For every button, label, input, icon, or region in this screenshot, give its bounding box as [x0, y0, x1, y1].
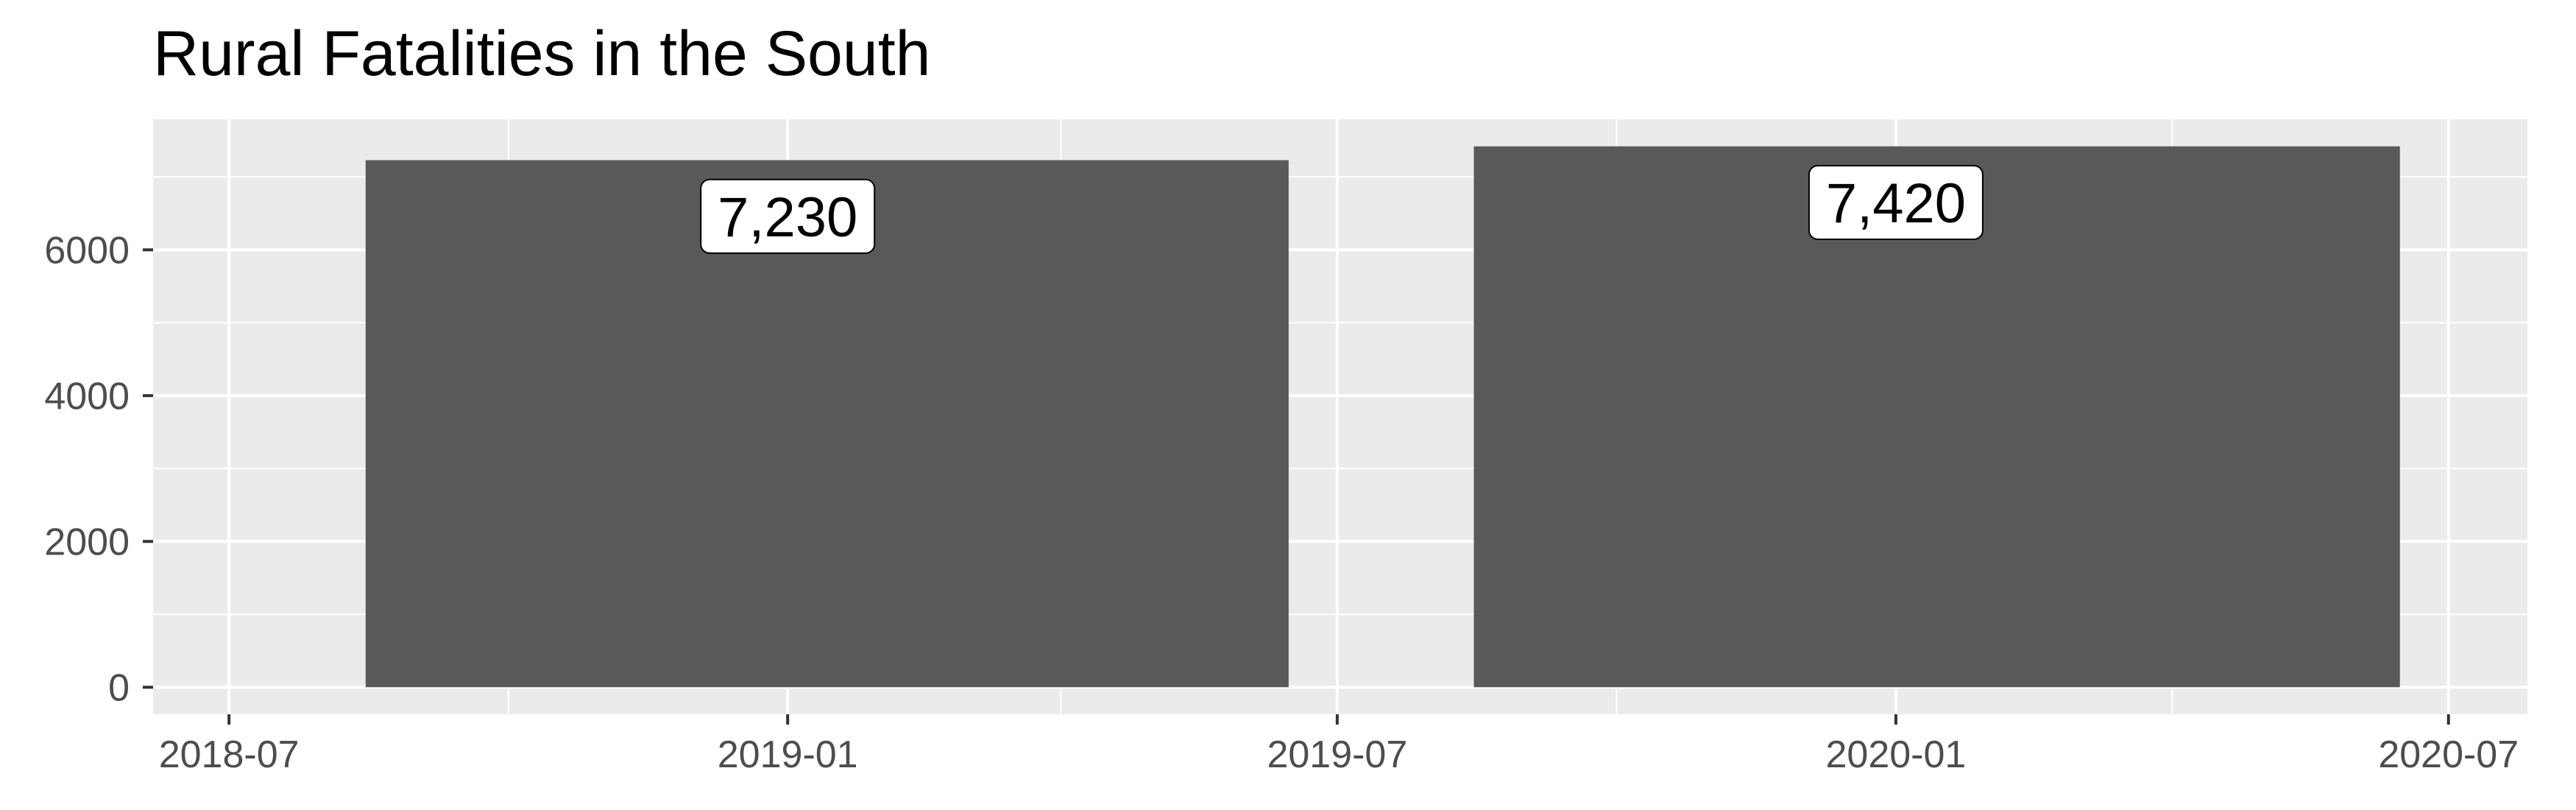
data-label-box [1808, 164, 1984, 240]
y-tick-label: 4000 [44, 375, 130, 418]
x-tick-label: 2020-07 [2378, 733, 2519, 776]
x-tick-label: 2019-07 [1267, 733, 1407, 776]
x-tick-label: 2018-07 [159, 733, 300, 776]
chart-title: Rural Fatalities in the South [153, 18, 930, 89]
data-label: 7,230 [700, 178, 876, 254]
data-label-box [700, 178, 876, 254]
x-axis: 2018-07 2019-01 2019-07 2020-01 2020-07 [159, 714, 2519, 776]
data-labels: 7,230 7,420 [700, 164, 1984, 254]
x-tick-label: 2020-01 [1826, 733, 1967, 776]
data-label-text: 7,420 [1826, 172, 1966, 235]
y-axis: 0 2000 4000 6000 [44, 229, 153, 709]
y-tick-label: 2000 [44, 521, 130, 563]
y-tick-label: 6000 [44, 229, 130, 272]
y-tick-label: 0 [108, 666, 130, 709]
x-tick-label: 2019-01 [718, 733, 858, 776]
data-label: 7,420 [1808, 164, 1984, 240]
data-label-text: 7,230 [718, 186, 857, 249]
